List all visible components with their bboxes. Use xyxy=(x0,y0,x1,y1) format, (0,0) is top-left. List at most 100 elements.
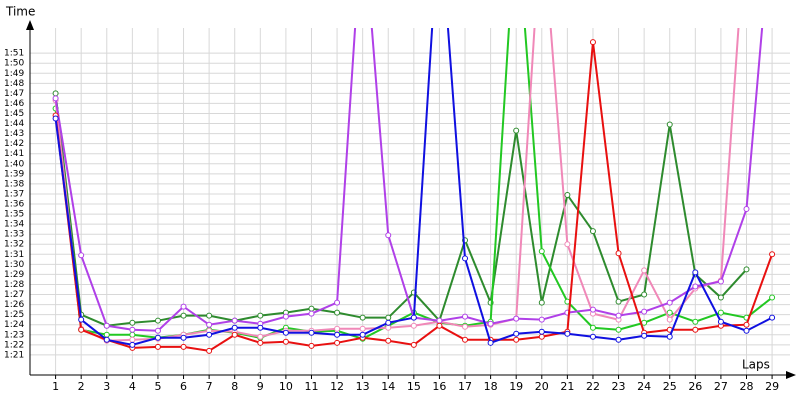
y-tick-label: 1:40 xyxy=(4,159,24,169)
data-point xyxy=(231,324,238,331)
x-tick-label: 23 xyxy=(612,380,626,393)
x-tick-label: 9 xyxy=(257,380,264,393)
data-point xyxy=(334,299,341,306)
x-tick-label: 19 xyxy=(509,380,523,393)
data-point xyxy=(538,328,545,335)
data-point xyxy=(641,308,648,315)
y-tick-label: 1:51 xyxy=(4,49,24,59)
data-point xyxy=(180,334,187,341)
x-tick-label: 8 xyxy=(231,380,238,393)
data-point xyxy=(769,314,776,321)
data-point xyxy=(487,339,494,346)
data-point xyxy=(666,299,673,306)
data-point xyxy=(462,323,469,330)
data-point xyxy=(692,283,699,290)
x-tick-label: 17 xyxy=(458,380,472,393)
data-point xyxy=(589,39,596,46)
x-tick-label: 18 xyxy=(484,380,498,393)
data-point xyxy=(282,313,289,320)
y-tick-label: 1:29 xyxy=(4,270,24,280)
data-point xyxy=(487,320,494,327)
data-point xyxy=(359,325,366,332)
data-point xyxy=(743,266,750,273)
data-point xyxy=(666,309,673,316)
x-tick-label: 13 xyxy=(356,380,370,393)
y-tick-label: 1:35 xyxy=(4,210,24,220)
y-tick-label: 1:28 xyxy=(4,280,24,290)
y-tick-label: 1:44 xyxy=(4,119,24,129)
data-point xyxy=(257,324,264,331)
data-point xyxy=(717,294,724,301)
data-point xyxy=(666,121,673,128)
data-point xyxy=(410,322,417,329)
data-point xyxy=(129,336,136,343)
y-tick-label: 1:24 xyxy=(4,320,24,330)
data-point xyxy=(641,332,648,339)
y-tick-label: 1:41 xyxy=(4,149,24,159)
data-point xyxy=(589,333,596,340)
data-point xyxy=(641,291,648,298)
y-tick-label: 1:43 xyxy=(4,129,24,139)
data-point xyxy=(129,319,136,326)
data-point xyxy=(257,333,264,340)
x-tick-label: 11 xyxy=(304,380,318,393)
y-tick-label: 1:37 xyxy=(4,189,24,199)
x-tick-label: 7 xyxy=(206,380,213,393)
data-point xyxy=(538,333,545,340)
y-axis-arrow xyxy=(26,20,34,30)
y-tick-label: 1:49 xyxy=(4,69,24,79)
data-point xyxy=(206,321,213,328)
data-point xyxy=(615,326,622,333)
data-point xyxy=(308,342,315,349)
y-tick-label: 1:33 xyxy=(4,230,24,240)
data-point xyxy=(359,314,366,321)
x-tick-label: 16 xyxy=(432,380,446,393)
x-tick-label: 2 xyxy=(78,380,85,393)
y-tick-label: 1:48 xyxy=(4,79,24,89)
data-point xyxy=(385,324,392,331)
x-tick-label: 15 xyxy=(407,380,421,393)
data-point xyxy=(308,310,315,317)
data-point xyxy=(692,269,699,276)
data-point xyxy=(154,317,161,324)
data-point xyxy=(78,326,85,333)
y-tick-label: 1:45 xyxy=(4,109,24,119)
data-point xyxy=(308,305,315,312)
data-point xyxy=(334,331,341,338)
data-point xyxy=(743,321,750,328)
data-point xyxy=(78,316,85,323)
data-point xyxy=(385,232,392,239)
data-point xyxy=(103,322,110,329)
data-point xyxy=(52,95,59,102)
x-tick-label: 5 xyxy=(154,380,161,393)
data-point xyxy=(589,228,596,235)
x-axis-arrow xyxy=(786,371,796,379)
data-point xyxy=(564,191,571,198)
x-tick-label: 28 xyxy=(739,380,753,393)
y-tick-label: 1:50 xyxy=(4,59,24,69)
x-tick-label: 26 xyxy=(688,380,702,393)
x-tick-label: 10 xyxy=(279,380,293,393)
data-point xyxy=(717,278,724,285)
y-axis-label: Time xyxy=(5,5,35,19)
data-point xyxy=(180,343,187,350)
data-point xyxy=(436,322,443,329)
data-point xyxy=(615,336,622,343)
y-tick-label: 1:31 xyxy=(4,250,24,260)
data-point xyxy=(206,312,213,319)
x-axis-label: Laps xyxy=(742,358,770,372)
data-point xyxy=(334,339,341,346)
data-point xyxy=(513,330,520,337)
data-point xyxy=(334,325,341,332)
y-tick-label: 1:23 xyxy=(4,330,24,340)
data-point xyxy=(231,317,238,324)
data-point xyxy=(769,251,776,258)
data-point xyxy=(743,206,750,213)
data-point xyxy=(385,337,392,344)
data-point xyxy=(154,343,161,350)
x-tick-label: 22 xyxy=(586,380,600,393)
data-point xyxy=(717,309,724,316)
x-tick-label: 14 xyxy=(381,380,395,393)
data-point xyxy=(666,316,673,323)
plot-area xyxy=(52,28,776,354)
